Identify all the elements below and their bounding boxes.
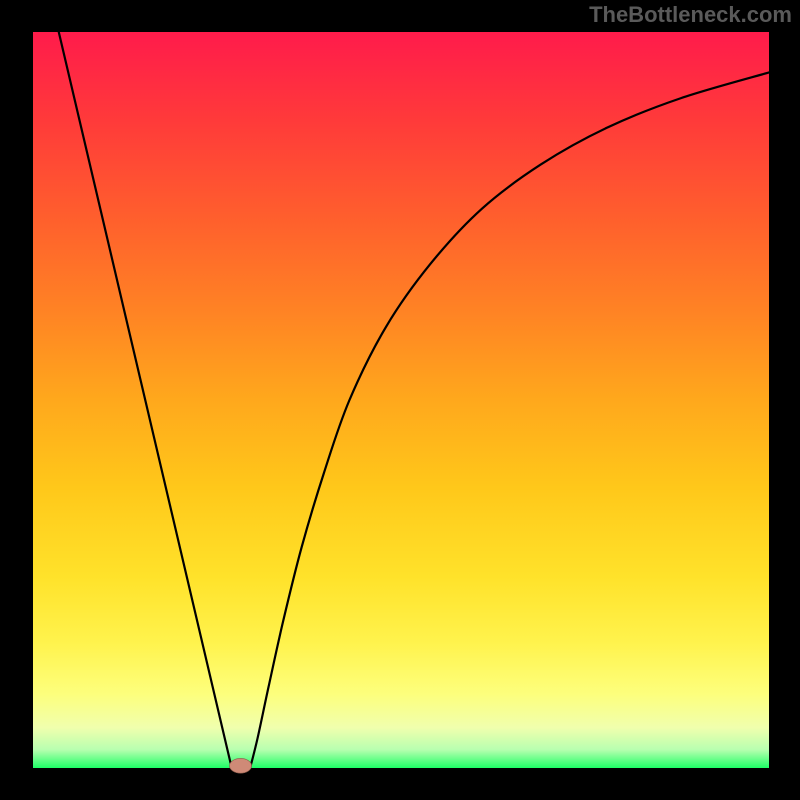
chart-plot-background (33, 32, 769, 768)
bottleneck-curve-chart (0, 0, 800, 800)
watermark-text: TheBottleneck.com (589, 2, 792, 28)
chart-container: TheBottleneck.com (0, 0, 800, 800)
minimum-marker (230, 758, 252, 773)
